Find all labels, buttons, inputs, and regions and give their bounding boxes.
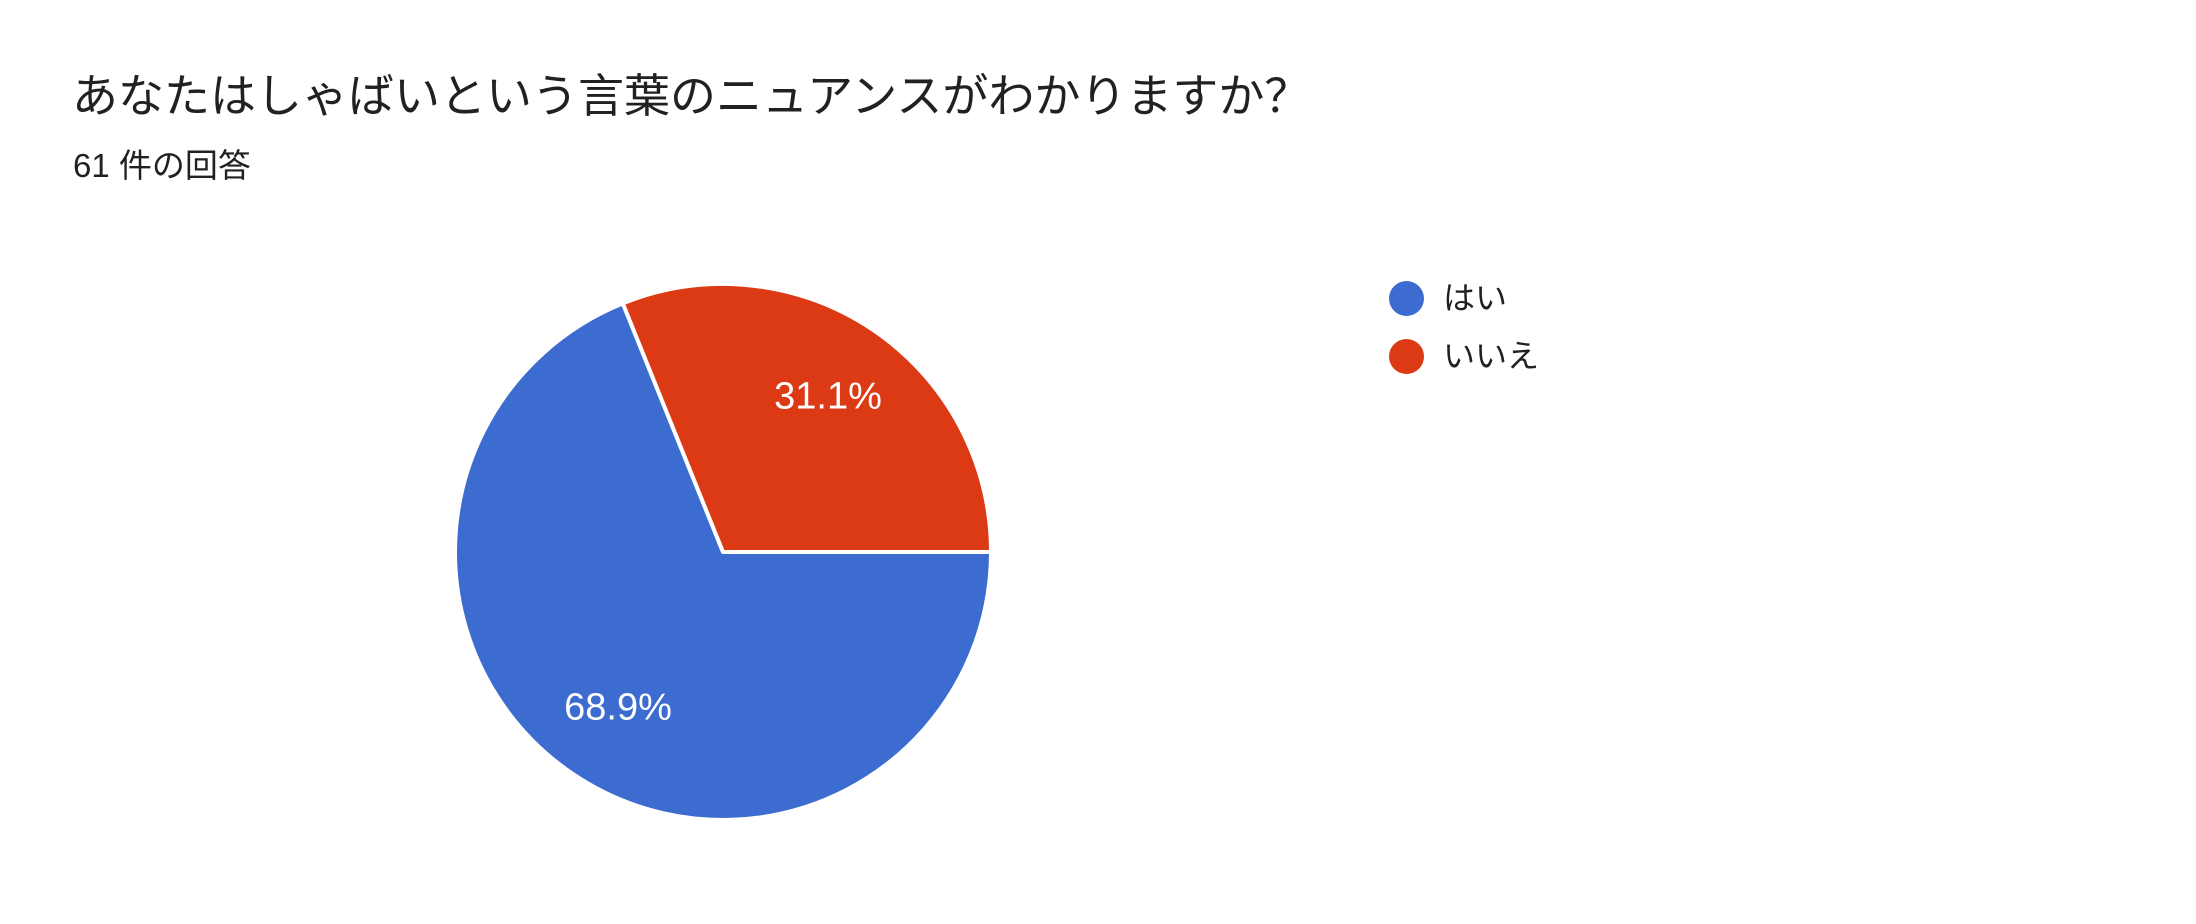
- chart-legend: はい いいえ: [1389, 281, 1539, 374]
- pie-slice-no[interactable]: [620, 282, 993, 554]
- legend-label: いいえ: [1443, 338, 1540, 374]
- pie-slice-percent-label: 31.1%: [774, 376, 882, 418]
- response-count: 61 件の回答: [73, 147, 251, 184]
- legend-item-no: いいえ: [1389, 339, 1539, 374]
- legend-swatch-yes-icon: [1389, 281, 1424, 316]
- chart-title: あなたはしゃばいという言葉のニュアンスがわかりますか？: [72, 70, 1311, 122]
- legend-label: はい: [1443, 280, 1508, 316]
- legend-item-yes: はい: [1389, 281, 1539, 316]
- pie-slice-yes[interactable]: [453, 301, 993, 822]
- pie-slice-percent-label: 68.9%: [564, 687, 672, 729]
- legend-swatch-no-icon: [1389, 339, 1424, 374]
